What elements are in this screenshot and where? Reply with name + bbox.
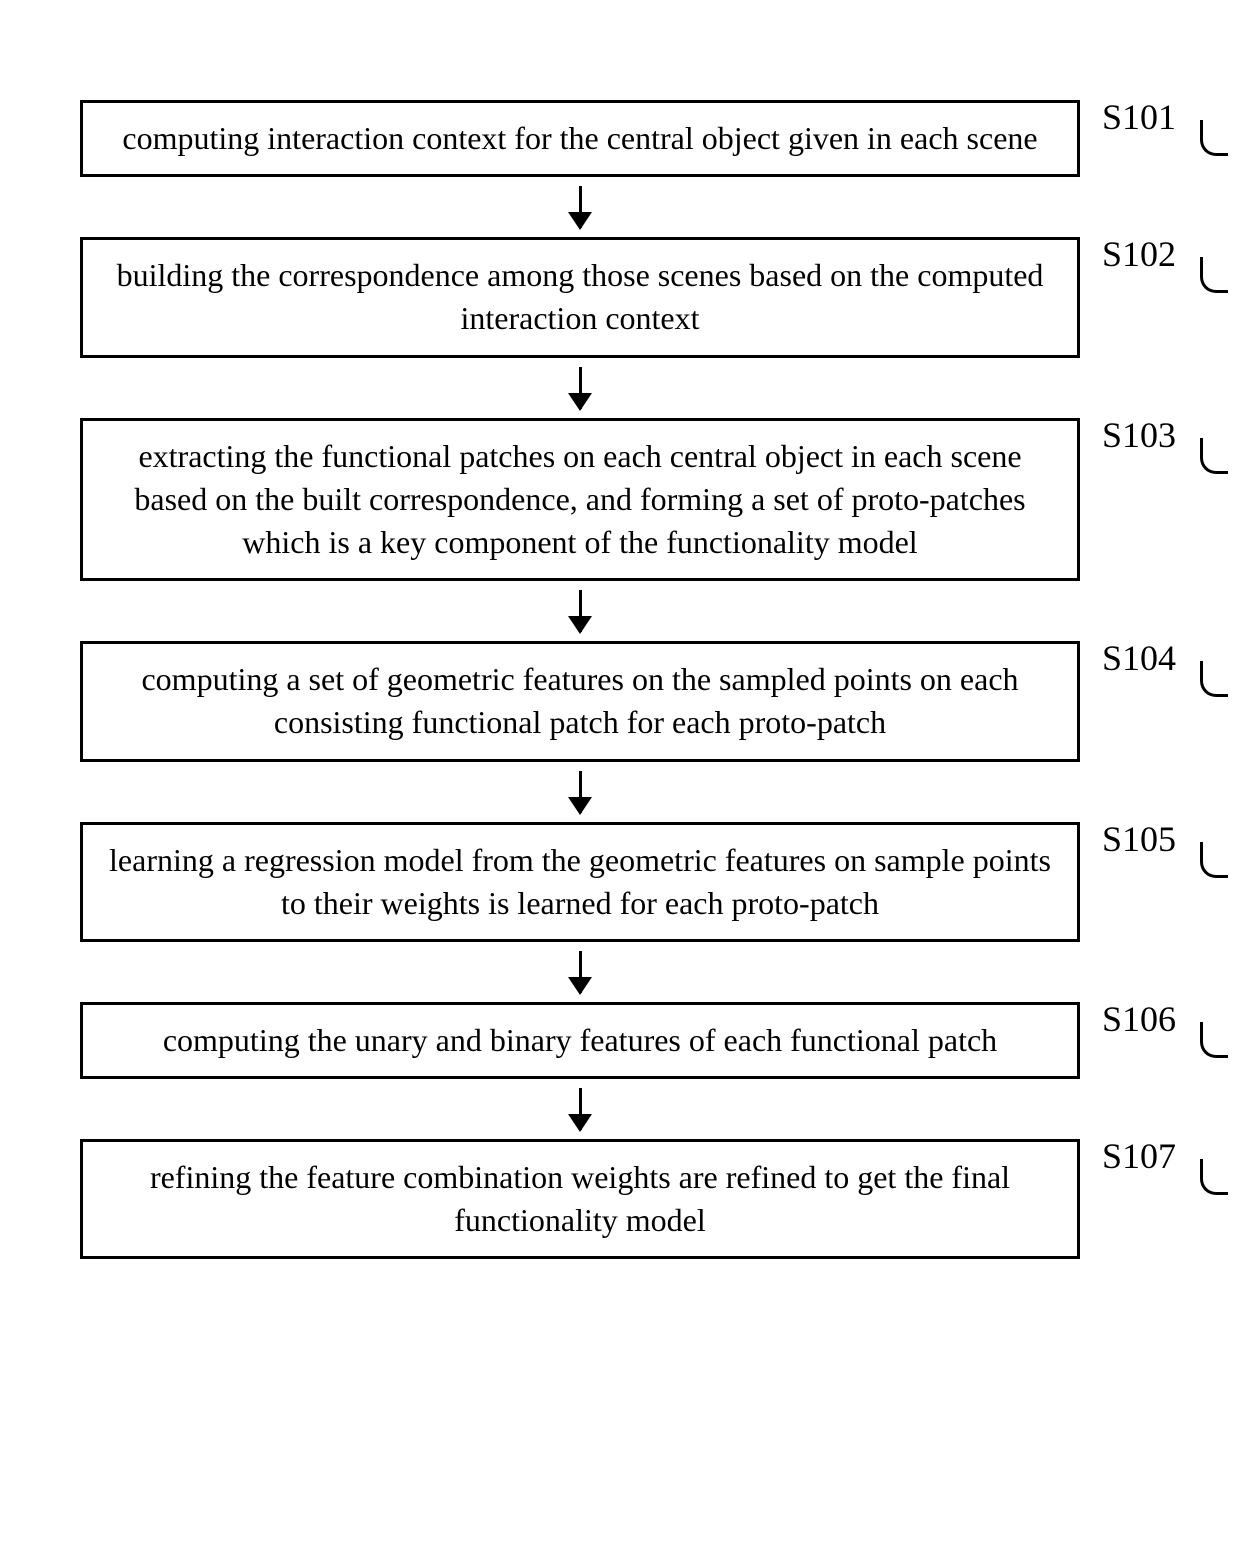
arrow-icon [579, 951, 582, 993]
step-id: S105 [1102, 818, 1176, 860]
label-hook-icon [1200, 1022, 1228, 1058]
arrow-wrap [80, 1079, 1080, 1139]
arrow-wrap [80, 942, 1080, 1002]
arrow-icon [579, 771, 582, 813]
flowchart-step: learning a regression model from the geo… [80, 822, 1160, 942]
label-hook-icon [1200, 120, 1228, 156]
label-hook-icon [1200, 842, 1228, 878]
step-label: S106 [1126, 1002, 1230, 1058]
arrow-wrap [80, 581, 1080, 641]
step-id: S101 [1102, 96, 1176, 138]
step-box: computing interaction context for the ce… [80, 100, 1080, 177]
step-box: learning a regression model from the geo… [80, 822, 1080, 942]
step-id: S104 [1102, 637, 1176, 679]
arrow-wrap [80, 177, 1080, 237]
step-label: S104 [1126, 641, 1230, 697]
flowchart-step: extracting the functional patches on eac… [80, 418, 1160, 582]
step-box: refining the feature combination weights… [80, 1139, 1080, 1259]
flowchart-step: refining the feature combination weights… [80, 1139, 1160, 1259]
step-id: S107 [1102, 1135, 1176, 1177]
step-label: S103 [1126, 418, 1230, 474]
arrow-wrap [80, 762, 1080, 822]
step-id: S102 [1102, 233, 1176, 275]
label-hook-icon [1200, 438, 1228, 474]
flowchart-step: computing interaction context for the ce… [80, 100, 1160, 177]
arrow-icon [579, 1088, 582, 1130]
step-label: S105 [1126, 822, 1230, 878]
arrow-icon [579, 186, 582, 228]
step-box: computing a set of geometric features on… [80, 641, 1080, 761]
flowchart-container: computing interaction context for the ce… [80, 100, 1160, 1259]
flowchart-step: computing the unary and binary features … [80, 1002, 1160, 1079]
label-hook-icon [1200, 1159, 1228, 1195]
step-box: extracting the functional patches on eac… [80, 418, 1080, 582]
step-box: computing the unary and binary features … [80, 1002, 1080, 1079]
step-label: S107 [1126, 1139, 1230, 1195]
arrow-wrap [80, 358, 1080, 418]
label-hook-icon [1200, 661, 1228, 697]
step-id: S103 [1102, 414, 1176, 456]
arrow-icon [579, 590, 582, 632]
flowchart-step: computing a set of geometric features on… [80, 641, 1160, 761]
step-label: S102 [1126, 237, 1230, 293]
flowchart-step: building the correspondence among those … [80, 237, 1160, 357]
step-box: building the correspondence among those … [80, 237, 1080, 357]
label-hook-icon [1200, 257, 1228, 293]
step-id: S106 [1102, 998, 1176, 1040]
step-label: S101 [1126, 100, 1230, 156]
arrow-icon [579, 367, 582, 409]
